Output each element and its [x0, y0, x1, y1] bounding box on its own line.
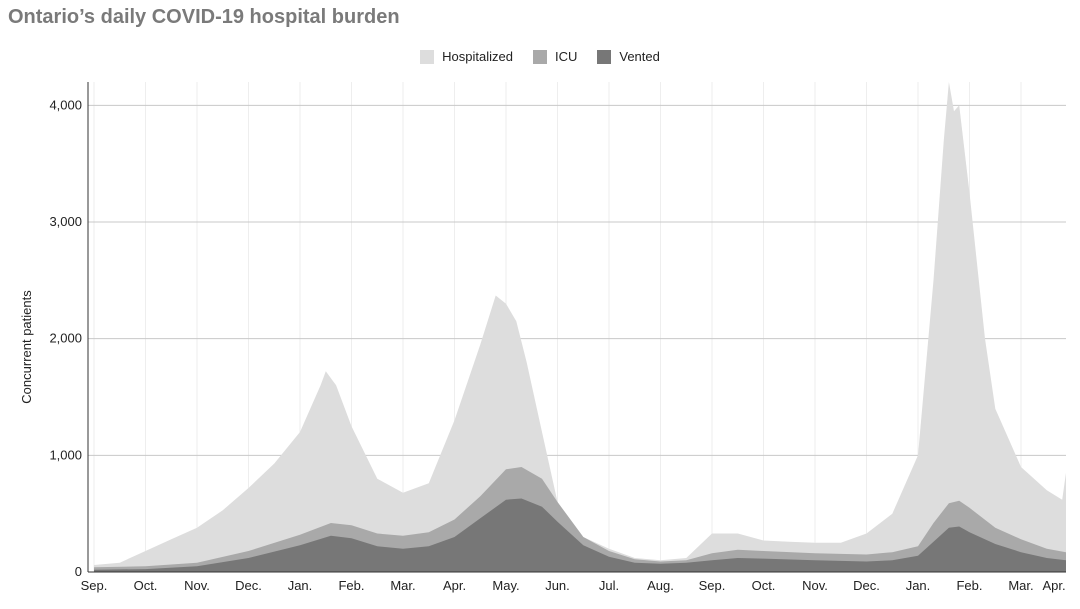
y-tick-label: 3,000 [49, 214, 82, 229]
legend-item-icu[interactable]: ICU [532, 49, 578, 64]
x-tick-label: Apr. [443, 578, 466, 593]
y-tick-label: 4,000 [49, 97, 82, 112]
chart-title: Ontario’s daily COVID-19 hospital burden [8, 6, 400, 28]
x-tick-label: Sep. [699, 578, 726, 593]
x-tick-label: Mar. [1008, 578, 1033, 593]
y-axis-label: Concurrent patients [19, 290, 34, 404]
area-hospitalized [94, 82, 1066, 572]
x-tick-label: Dec. [853, 578, 880, 593]
legend-swatch-icu [532, 49, 547, 64]
x-tick-label: Oct. [752, 578, 776, 593]
axes: 0 1,000 2,000 3,000 4,000 Sep. Oct. Nov. Dec. Jan… [49, 82, 1066, 593]
legend-swatch-vented [597, 49, 612, 64]
x-tick-label: Nov. [184, 578, 210, 593]
x-tick-label: Nov. [802, 578, 828, 593]
legend-label-vented: Vented [619, 49, 660, 64]
y-tick-label: 2,000 [49, 331, 82, 346]
x-tick-label: Jun. [545, 578, 570, 593]
legend-swatch-hospitalized [420, 49, 435, 64]
legend-item-hospitalized[interactable]: Hospitalized [420, 49, 513, 64]
x-tick-label: Feb. [338, 578, 364, 593]
y-tick-label: 1,000 [49, 447, 82, 462]
legend-label-icu: ICU [554, 49, 578, 64]
legend: Hospitalized ICU Vented [0, 49, 1080, 64]
x-tick-label: Jul. [599, 578, 619, 593]
x-tick-label: Jan. [288, 578, 313, 593]
x-tick-label: Dec. [235, 578, 262, 593]
x-tick-label: May. [492, 578, 519, 593]
series-areas [94, 82, 1066, 572]
legend-item-vented[interactable]: Vented [597, 49, 660, 64]
x-tick-label: Jan. [906, 578, 931, 593]
area-vented [94, 498, 1066, 572]
x-tick-label: Sep. [81, 578, 108, 593]
x-tick-label: Apr. [1042, 578, 1065, 593]
x-tick-label: Feb. [956, 578, 982, 593]
y-tick-label: 0 [75, 564, 82, 579]
x-tick-label: Mar. [390, 578, 415, 593]
legend-label-hospitalized: Hospitalized [442, 49, 513, 64]
x-tick-label: Oct. [134, 578, 158, 593]
x-tick-label: Aug. [647, 578, 674, 593]
